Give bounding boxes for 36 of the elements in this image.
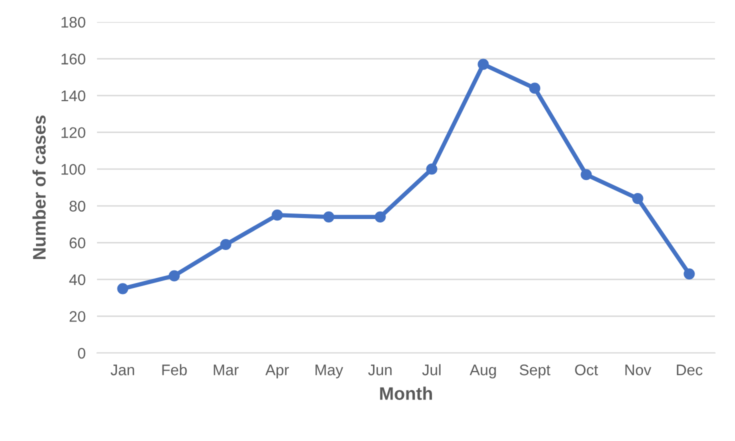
x-tick-label: Oct: [575, 364, 598, 376]
y-tick-label: 120: [62, 127, 86, 138]
y-tick-label: 0: [78, 348, 86, 359]
x-axis-title: Month: [380, 386, 432, 400]
y-tick-label: 40: [69, 274, 86, 286]
point: [168, 270, 180, 282]
x-tick-label: Jan: [110, 364, 134, 376]
x-tick-label: Dec: [676, 364, 702, 376]
point: [478, 58, 489, 70]
x-tick-label: Nov: [625, 364, 652, 376]
x-tick-label: Sept: [520, 364, 550, 378]
x-tick-label: May: [316, 364, 344, 378]
y-tick-label: 80: [70, 200, 86, 212]
x-tick-label: Feb: [162, 364, 187, 376]
y-tick-label: 140: [62, 90, 86, 102]
x-tick-label: Mar: [214, 364, 239, 376]
point: [374, 211, 386, 222]
y-tick-label: 60: [70, 238, 86, 248]
y-tick-label: 20: [70, 311, 86, 322]
point: [220, 238, 232, 250]
point: [529, 82, 540, 94]
x-tick-label: Apr: [265, 364, 289, 378]
y-tick-label: 100: [62, 164, 86, 175]
y-axis-title: Number of cases: [32, 115, 46, 260]
y-tick-label: 160: [62, 54, 86, 64]
point: [272, 210, 283, 221]
x-tick-label: Jun: [368, 364, 392, 376]
point: [426, 164, 438, 175]
point: [323, 211, 334, 222]
y-tick-label: 180: [62, 16, 86, 28]
point: [117, 283, 128, 294]
point: [684, 268, 695, 280]
point: [632, 192, 644, 204]
point: [580, 169, 592, 180]
x-tick-label: Jul: [422, 364, 440, 376]
x-tick-label: Aug: [470, 364, 496, 378]
